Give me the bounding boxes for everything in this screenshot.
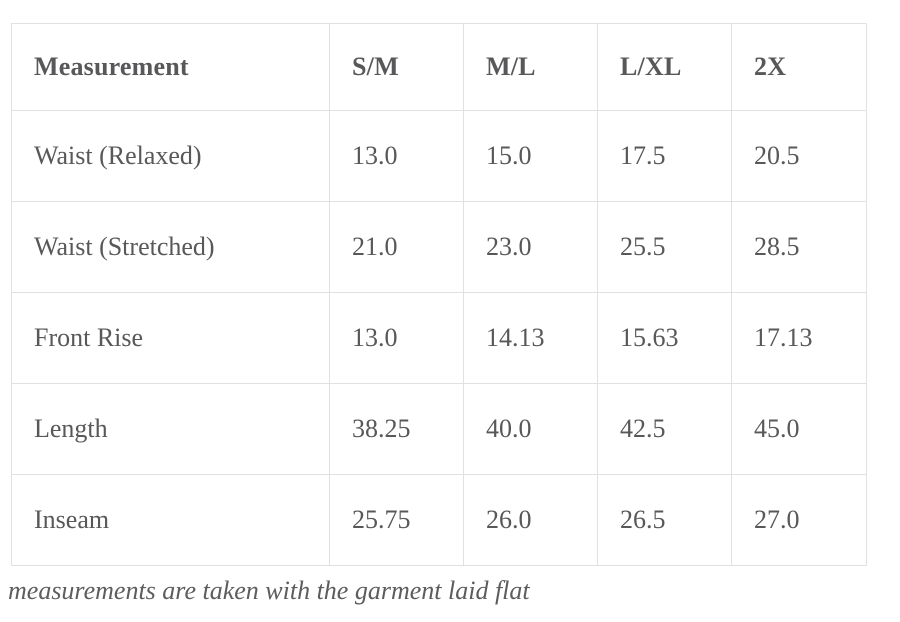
table-row: Waist (Stretched) 21.0 23.0 25.5 28.5 (11, 201, 867, 293)
row-label: Front Rise (11, 292, 330, 384)
measurement-value: 17.5 (597, 110, 732, 202)
measurement-value: 13.0 (329, 292, 464, 384)
row-label: Waist (Relaxed) (11, 110, 330, 202)
measurement-value: 17.13 (731, 292, 867, 384)
measurement-value: 28.5 (731, 201, 867, 293)
measurement-value: 40.0 (463, 383, 598, 475)
measurement-value: 13.0 (329, 110, 464, 202)
measurement-value: 25.75 (329, 474, 464, 566)
measurement-value: 26.0 (463, 474, 598, 566)
table-row: Inseam 25.75 26.0 26.5 27.0 (11, 474, 867, 566)
measurement-value: 15.63 (597, 292, 732, 384)
header-row: Measurement S/M M/L L/XL 2X (11, 23, 867, 111)
measurement-footnote: measurements are taken with the garment … (8, 576, 530, 605)
row-label: Waist (Stretched) (11, 201, 330, 293)
size-chart-table: Measurement S/M M/L L/XL 2X Waist (Relaxed) 1… (11, 23, 867, 566)
column-header: 2X (731, 23, 867, 111)
table-row: Front Rise 13.0 14.13 15.63 17.13 (11, 292, 867, 384)
row-label: Length (11, 383, 330, 475)
measurement-value: 27.0 (731, 474, 867, 566)
measurement-value: 38.25 (329, 383, 464, 475)
column-header: M/L (463, 23, 598, 111)
column-header: S/M (329, 23, 464, 111)
table-row: Length 38.25 40.0 42.5 45.0 (11, 383, 867, 475)
table-row: Waist (Relaxed) 13.0 15.0 17.5 20.5 (11, 110, 867, 202)
measurement-value: 15.0 (463, 110, 598, 202)
measurement-value: 14.13 (463, 292, 598, 384)
column-header: Measurement (11, 23, 330, 111)
measurement-value: 45.0 (731, 383, 867, 475)
row-label: Inseam (11, 474, 330, 566)
measurement-value: 25.5 (597, 201, 732, 293)
measurement-value: 26.5 (597, 474, 732, 566)
table-body: Waist (Relaxed) 13.0 15.0 17.5 20.5 Waist (St… (11, 110, 867, 566)
measurement-value: 23.0 (463, 201, 598, 293)
column-header: L/XL (597, 23, 732, 111)
measurement-value: 21.0 (329, 201, 464, 293)
measurement-value: 42.5 (597, 383, 732, 475)
measurement-value: 20.5 (731, 110, 867, 202)
